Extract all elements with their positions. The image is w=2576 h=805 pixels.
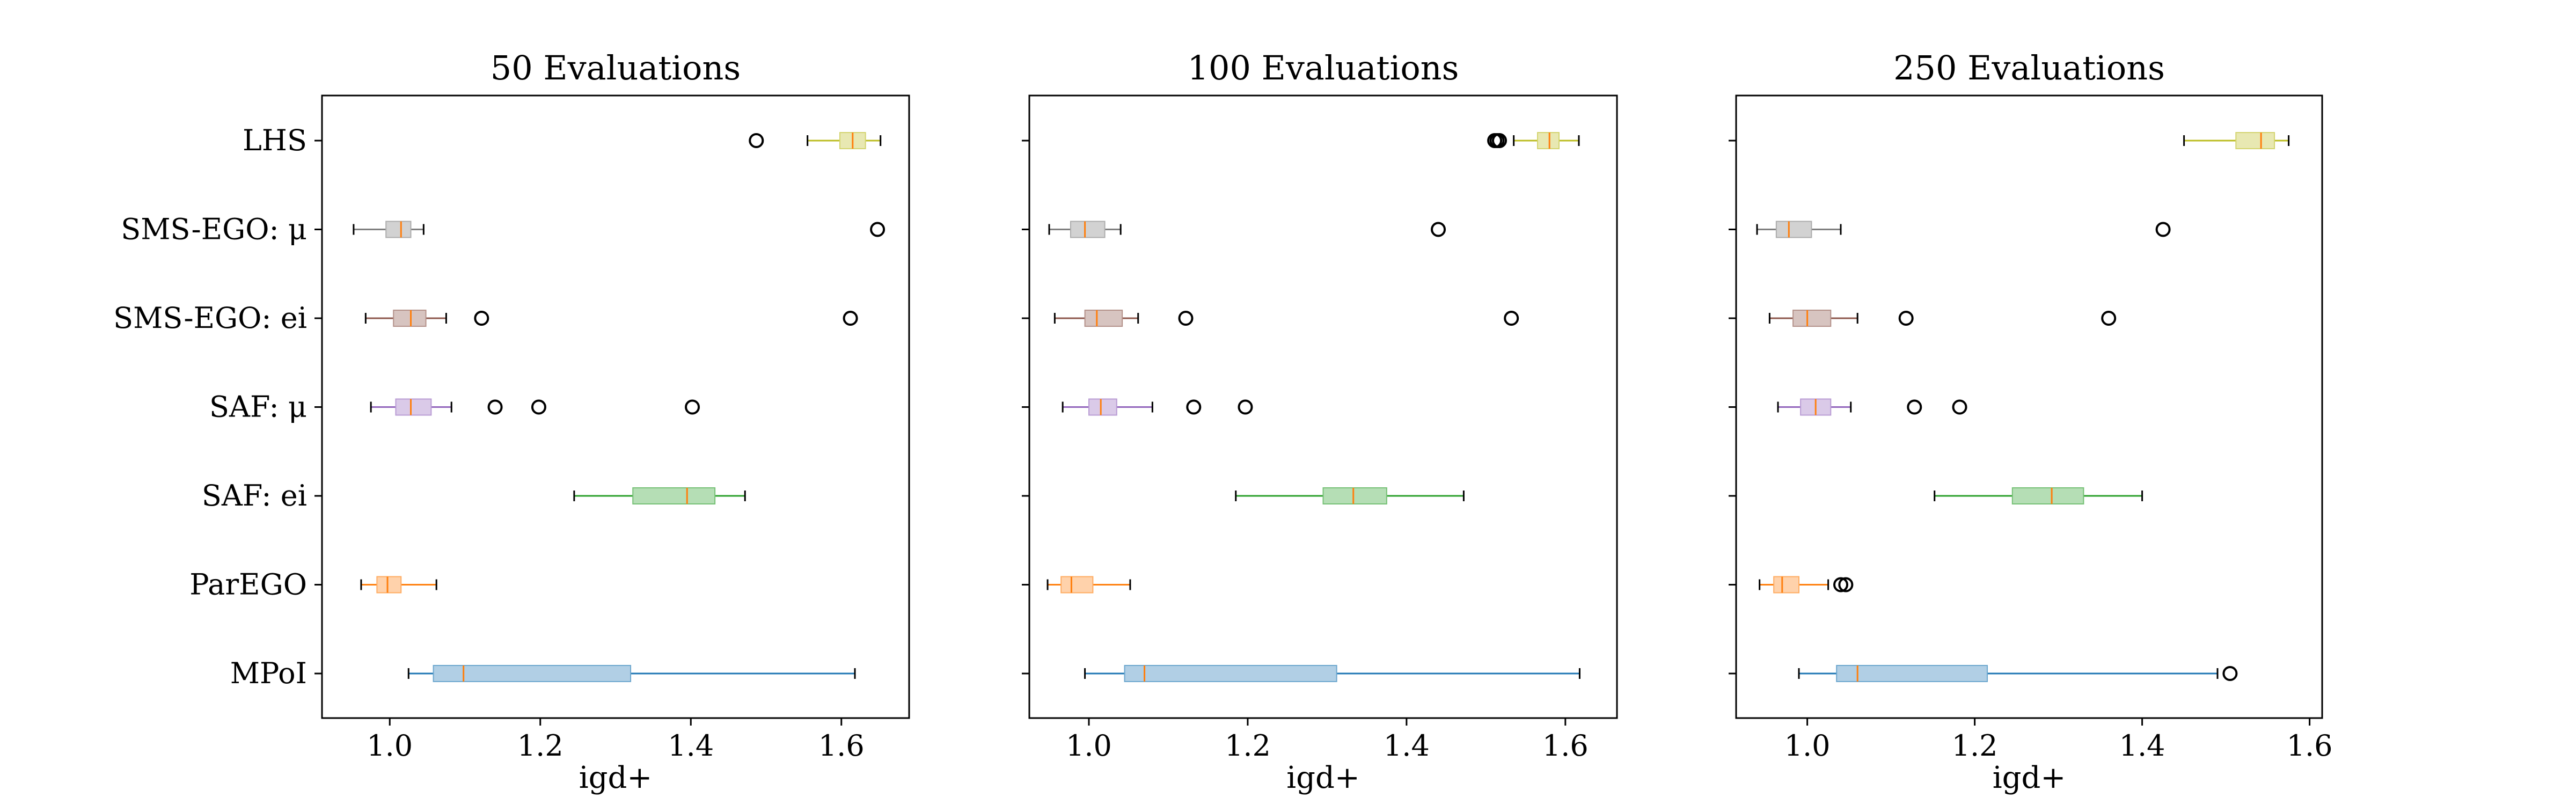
box-SAF: ei — [1729, 487, 2143, 504]
box-SMS-EGO: ei — [1729, 310, 2117, 327]
x-axis-label: igd+ — [1993, 760, 2066, 795]
iqr-box — [1060, 576, 1094, 594]
x-tick-label: 1.4 — [668, 729, 714, 763]
iqr-box — [1322, 487, 1387, 504]
outlier-point — [870, 222, 885, 237]
outlier-point — [531, 399, 546, 415]
box-LHS — [1729, 132, 2290, 149]
outlier-point — [474, 311, 489, 326]
y-tick-label: MPoI — [230, 656, 307, 690]
x-tick-label: 1.0 — [1784, 729, 1831, 763]
panel-title: 250 Evaluations — [1893, 48, 2165, 87]
outlier-point — [1907, 399, 1922, 415]
box-MPoI: MPoI — [230, 656, 856, 690]
panel-title: 100 Evaluations — [1188, 48, 1459, 87]
x-tick-label: 1.0 — [367, 729, 413, 763]
box-LHS: LHS — [243, 123, 882, 157]
box-SMS-EGO: ei — [1022, 310, 1519, 327]
x-tick-label: 1.6 — [2287, 729, 2333, 763]
panels: 50 Evaluations 1.0 1.2 1.4 1.6 igd+ LHS SMS-EGO… — [113, 48, 2332, 795]
outlier-point — [487, 399, 503, 415]
outlier-point — [2222, 666, 2238, 681]
x-tick-label: 1.2 — [517, 729, 564, 763]
iqr-box — [395, 398, 432, 416]
box-SAF: μ: SAF: μ — [209, 390, 700, 424]
box-SMS-EGO: μ — [1022, 221, 1446, 238]
outlier-point — [1838, 577, 1854, 592]
box-ParEGO — [1022, 576, 1131, 594]
iqr-box — [1773, 576, 1799, 594]
box-MPoI — [1729, 665, 2238, 682]
outlier-point — [749, 133, 764, 148]
y-tick-label: SAF: ei — [202, 479, 307, 513]
panel-3: 250 Evaluations 1.0 1.2 1.4 1.6 igd+ — [1729, 48, 2333, 795]
x-axis-label: igd+ — [579, 760, 653, 795]
x-tick-label: 1.2 — [1225, 729, 1271, 763]
iqr-box — [2235, 132, 2275, 149]
x-tick-label: 1.6 — [818, 729, 865, 763]
iqr-box — [2011, 487, 2084, 504]
box-ParEGO: ParEGO — [189, 568, 437, 602]
outlier-point — [685, 399, 700, 415]
box-LHS — [1022, 132, 1580, 149]
iqr-box — [1537, 132, 1560, 149]
iqr-box — [1070, 221, 1106, 238]
iqr-box — [632, 487, 716, 504]
y-tick-label: SMS-EGO: ei — [113, 301, 307, 335]
x-tick-label: 1.4 — [2119, 729, 2165, 763]
outlier-point — [1178, 311, 1194, 326]
panel-2: 100 Evaluations 1.0 1.2 1.4 1.6 igd+ — [1022, 48, 1618, 795]
iqr-box — [1836, 665, 1988, 682]
outlier-point — [1492, 133, 1507, 148]
box-SMS-EGO: μ: SMS-EGO: μ — [121, 213, 885, 246]
outlier-point — [1431, 222, 1446, 237]
box-SAF: μ — [1729, 398, 1967, 416]
y-tick-label: SAF: μ — [209, 390, 307, 424]
y-tick-label: SMS-EGO: μ — [121, 213, 307, 246]
y-tick-label: ParEGO — [189, 568, 307, 602]
outlier-point — [1898, 311, 1914, 326]
panel-1: 50 Evaluations 1.0 1.2 1.4 1.6 igd+ LHS SMS-EGO… — [113, 48, 910, 795]
x-axis-label: igd+ — [1286, 760, 1360, 795]
box-MPoI — [1022, 665, 1580, 682]
iqr-box — [1124, 665, 1337, 682]
panel-title: 50 Evaluations — [491, 48, 741, 87]
x-tick-label: 1.0 — [1066, 729, 1112, 763]
outlier-point — [2155, 222, 2171, 237]
iqr-box — [1792, 310, 1832, 327]
box-SAF: μ — [1022, 398, 1253, 416]
outlier-point — [1186, 399, 1202, 415]
y-tick-label: LHS — [243, 123, 307, 157]
iqr-box — [1088, 398, 1117, 416]
iqr-box — [393, 310, 427, 327]
box-ParEGO — [1729, 576, 1854, 594]
iqr-box — [433, 665, 632, 682]
iqr-box — [1775, 221, 1812, 238]
outlier-point — [843, 311, 858, 326]
outlier-point — [2101, 311, 2117, 326]
x-tick-label: 1.6 — [1542, 729, 1589, 763]
iqr-box — [385, 221, 412, 238]
outlier-point — [1833, 577, 1848, 592]
box-SMS-EGO: μ — [1729, 221, 2171, 238]
x-tick-label: 1.4 — [1384, 729, 1430, 763]
box-SAF: ei — [1022, 487, 1465, 504]
box-SMS-EGO: ei: SMS-EGO: ei — [113, 301, 858, 335]
outlier-point — [1238, 399, 1253, 415]
outlier-point — [1952, 399, 1967, 415]
box-SAF: ei: SAF: ei — [202, 479, 746, 513]
iqr-box — [1084, 310, 1123, 327]
outlier-point — [1504, 311, 1519, 326]
x-tick-label: 1.2 — [1952, 729, 1998, 763]
iqr-box — [376, 576, 402, 594]
